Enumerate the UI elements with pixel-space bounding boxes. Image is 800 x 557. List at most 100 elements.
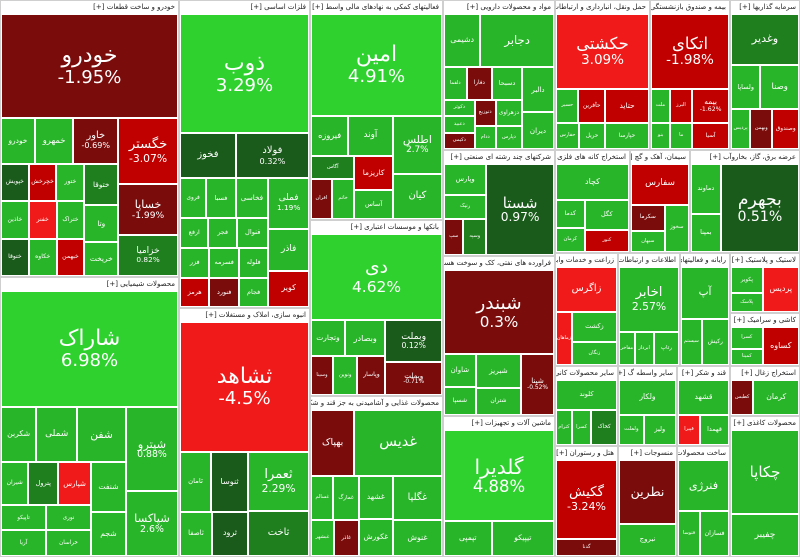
stock-tile[interactable]: دیران bbox=[521, 112, 554, 149]
stock-tile[interactable]: گلدیرا 4.88% bbox=[444, 430, 554, 522]
stock-tile[interactable]: ثامان bbox=[180, 451, 212, 512]
stock-tile[interactable]: کنور bbox=[584, 229, 629, 252]
stock-tile[interactable]: وتجارت bbox=[311, 319, 345, 357]
stock-tile[interactable]: غشهد bbox=[358, 475, 393, 519]
stock-tile[interactable]: فروی bbox=[180, 178, 207, 218]
sector-title[interactable]: کاشی و سرامیک [+] bbox=[731, 314, 799, 327]
sector-title[interactable]: ساخت محصولات فلزی [+] bbox=[678, 447, 729, 460]
stock-tile[interactable]: خچرخش bbox=[28, 164, 57, 202]
stock-tile[interactable]: شفن bbox=[77, 406, 126, 463]
stock-tile[interactable]: خفنر bbox=[28, 201, 57, 239]
stock-tile[interactable]: آوند bbox=[348, 115, 393, 156]
stock-tile[interactable]: قهمدا bbox=[700, 414, 729, 445]
stock-tile[interactable]: کساوه bbox=[762, 327, 799, 365]
stock-tile[interactable]: فزر bbox=[180, 248, 210, 278]
stock-tile[interactable]: شاوان bbox=[444, 354, 476, 387]
stock-tile[interactable]: اخابر 2.57% bbox=[619, 267, 679, 332]
stock-tile[interactable]: دالبر bbox=[521, 66, 554, 113]
stock-tile[interactable]: خاذین bbox=[1, 201, 29, 239]
stock-tile[interactable]: تاپیکو bbox=[1, 504, 46, 531]
stock-tile[interactable]: سفارس bbox=[631, 164, 689, 205]
stock-tile[interactable]: حآفرین bbox=[578, 88, 606, 124]
sector-title[interactable]: عرضه برق، گاز، بخاروآب [+] bbox=[691, 151, 799, 164]
stock-tile[interactable]: ختراک bbox=[56, 201, 85, 239]
stock-tile[interactable]: سکرما bbox=[631, 204, 665, 231]
stock-tile[interactable]: کطبس bbox=[731, 380, 754, 415]
stock-tile[interactable]: وسپه bbox=[463, 219, 487, 255]
stock-tile[interactable]: وبصادر bbox=[344, 319, 386, 357]
stock-tile[interactable]: خگستر -3.07% bbox=[118, 118, 178, 185]
stock-tile[interactable]: غبشهر bbox=[311, 520, 334, 556]
stock-tile[interactable]: غنوش bbox=[392, 520, 442, 556]
stock-tile[interactable]: ذوب 3.29% bbox=[180, 14, 309, 134]
stock-tile[interactable]: مفاخر bbox=[619, 331, 635, 365]
stock-tile[interactable]: شیران bbox=[1, 462, 29, 505]
stock-tile[interactable]: کسرا bbox=[731, 327, 763, 349]
stock-tile[interactable]: وغدیر bbox=[731, 14, 799, 65]
sector-title[interactable]: سایر محصولات کانی غیر [+] bbox=[556, 367, 617, 380]
stock-tile[interactable]: شجم bbox=[91, 511, 126, 556]
stock-tile[interactable]: پترول bbox=[28, 462, 59, 505]
stock-tile[interactable]: کرمان bbox=[753, 380, 799, 415]
stock-tile[interactable]: بجهرم 0.51% bbox=[720, 164, 799, 252]
stock-tile[interactable]: فاذر bbox=[268, 228, 309, 271]
stock-tile[interactable]: خساپا -1.99% bbox=[118, 184, 178, 236]
stock-tile[interactable]: سپ bbox=[444, 219, 464, 255]
sector-title[interactable]: محصولات شیمیایی [+] bbox=[1, 278, 178, 291]
stock-tile[interactable]: زنگان bbox=[571, 342, 617, 365]
stock-tile[interactable]: شبندر 0.3% bbox=[444, 270, 554, 355]
stock-tile[interactable]: ثاصفا bbox=[180, 511, 212, 556]
stock-tile[interactable]: رتاپ bbox=[653, 331, 679, 365]
stock-tile[interactable]: خاتم bbox=[331, 179, 355, 219]
stock-tile[interactable]: سبهان bbox=[631, 230, 665, 252]
stock-tile[interactable]: کویر bbox=[268, 270, 309, 307]
stock-tile[interactable]: ختور bbox=[56, 164, 85, 202]
stock-tile[interactable]: سخوز bbox=[664, 204, 689, 252]
stock-tile[interactable]: ختوقا bbox=[84, 164, 119, 206]
stock-tile[interactable]: زماهان bbox=[556, 312, 572, 365]
stock-tile[interactable]: ونوین bbox=[332, 356, 358, 395]
stock-tile[interactable]: خمهرو bbox=[34, 118, 74, 165]
stock-tile[interactable]: دی 4.62% bbox=[311, 234, 442, 320]
stock-tile[interactable]: هرمز bbox=[180, 277, 210, 307]
stock-tile[interactable]: شملی bbox=[36, 406, 78, 463]
stock-tile[interactable]: شسپا bbox=[444, 386, 476, 415]
stock-tile[interactable]: غدیس bbox=[354, 410, 442, 476]
stock-tile[interactable]: ما bbox=[670, 123, 693, 149]
stock-tile[interactable]: شپترو 0.88% bbox=[125, 406, 178, 492]
stock-tile[interactable]: فخاسی bbox=[235, 178, 269, 218]
sector-title[interactable]: منسوجات [+] bbox=[619, 447, 676, 460]
sector-title[interactable]: سایر واسطه گ [+] bbox=[619, 367, 676, 380]
stock-tile[interactable]: دزهراوی bbox=[496, 99, 522, 126]
stock-tile[interactable]: خبهمن bbox=[56, 238, 85, 276]
stock-tile[interactable]: فنوال bbox=[237, 217, 269, 249]
sector-title[interactable]: سرمایه گذاریها [+] bbox=[731, 1, 799, 14]
stock-tile[interactable]: ارفع bbox=[180, 217, 209, 249]
sector-title[interactable]: مواد و محصولات دارویی [+] bbox=[444, 1, 554, 14]
stock-tile[interactable]: کمینا bbox=[731, 348, 763, 365]
sector-title[interactable]: زراعت و خدمات وابسته [+] bbox=[556, 254, 617, 267]
stock-tile[interactable]: سیستم bbox=[681, 319, 702, 365]
sector-title[interactable]: بانکها و موسسات اعتباری [+] bbox=[311, 221, 442, 234]
stock-tile[interactable]: چفیبر bbox=[731, 514, 799, 556]
stock-tile[interactable]: وبملت -0.71% bbox=[385, 362, 442, 395]
stock-tile[interactable]: ملت bbox=[651, 88, 670, 124]
stock-tile[interactable]: فیروزه bbox=[311, 115, 349, 156]
stock-tile[interactable]: فخوز bbox=[180, 133, 236, 179]
stock-tile[interactable]: آسیا bbox=[692, 122, 729, 149]
stock-tile[interactable]: پکویر bbox=[731, 267, 763, 293]
stock-tile[interactable]: ثنوسا bbox=[211, 451, 249, 512]
stock-tile[interactable]: دکوثر bbox=[444, 99, 475, 117]
stock-tile[interactable]: آگاس bbox=[311, 155, 355, 180]
stock-tile[interactable]: تپمپی bbox=[444, 521, 492, 556]
stock-tile[interactable]: پلاسک bbox=[731, 292, 763, 312]
stock-tile[interactable]: حسیر bbox=[556, 88, 579, 124]
sector-title[interactable]: فعالیتهای کمکی به نهادهای مالی واسط [+] bbox=[311, 1, 442, 14]
sector-title[interactable]: استخراج کانه های فلزی [+] bbox=[556, 151, 629, 164]
stock-tile[interactable]: فنرژی bbox=[678, 460, 729, 512]
stock-tile[interactable]: خودرو -1.95% bbox=[1, 14, 178, 119]
stock-tile[interactable]: کاریزما bbox=[354, 155, 393, 190]
stock-tile[interactable]: دلقما bbox=[444, 66, 467, 100]
stock-tile[interactable]: کلوند bbox=[556, 380, 617, 410]
stock-tile[interactable]: نطرین bbox=[619, 460, 676, 525]
